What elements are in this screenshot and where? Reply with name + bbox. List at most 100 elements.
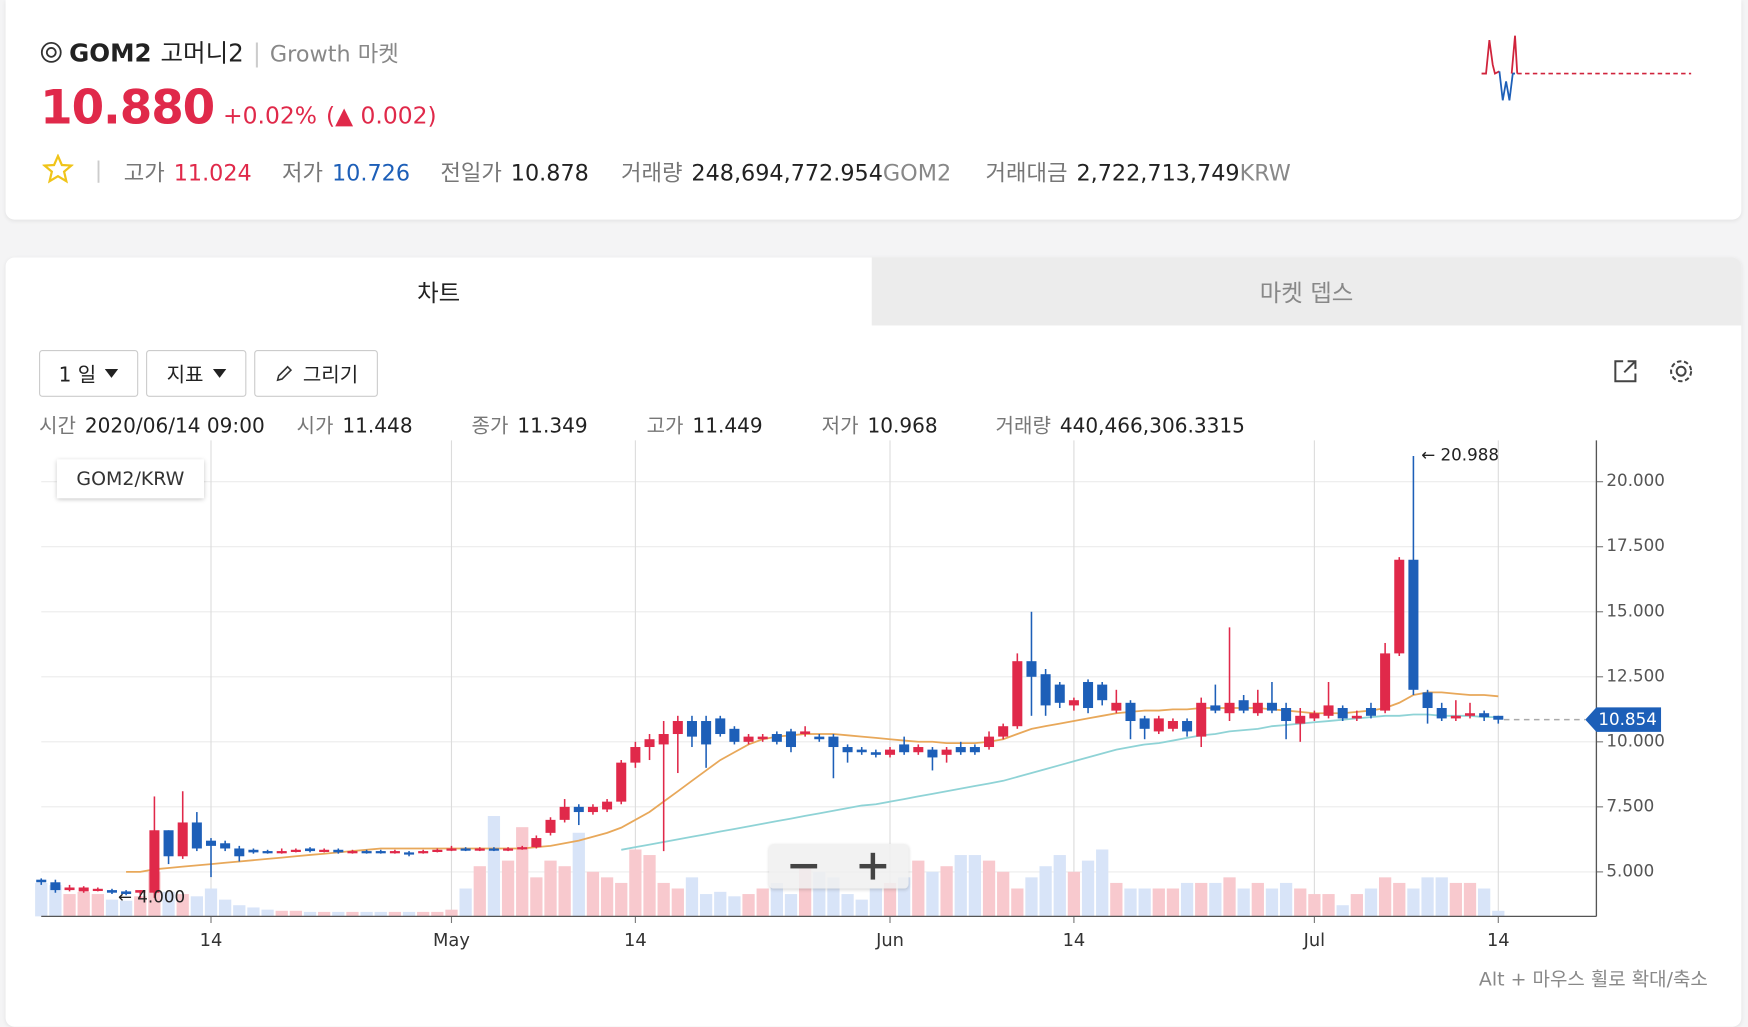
info-label: 고가 [646, 414, 684, 439]
price-tag-label: 10.854 [1598, 709, 1657, 729]
candle-body [333, 849, 344, 853]
stat: 전일가 10.878 [440, 155, 588, 187]
volume-bar [1478, 888, 1491, 917]
volume-bar [671, 888, 684, 917]
volume-bar [1166, 888, 1180, 917]
candle-body [913, 747, 924, 753]
volume-bar [63, 894, 76, 917]
volume-bar [332, 911, 345, 917]
volume-bar [1393, 882, 1406, 917]
candle-body [1068, 700, 1079, 706]
volume-bar [1110, 882, 1123, 917]
volume-bar [1025, 877, 1038, 917]
volume-bar [318, 911, 331, 917]
y-tick-label: 15.000 [1606, 600, 1665, 620]
volume-bar [459, 888, 472, 917]
candle-body [573, 806, 584, 813]
volume-bar [1463, 882, 1477, 917]
volume-bar [1294, 888, 1307, 917]
y-tick-label: 7.500 [1606, 795, 1654, 815]
volume-bar [204, 888, 218, 917]
candle-body [1464, 713, 1476, 716]
volume-bar [247, 907, 260, 917]
indicator-button[interactable]: 지표 [146, 350, 247, 397]
volume-bar [487, 816, 501, 917]
info-label: 종가 [471, 414, 509, 439]
candle-body [1097, 684, 1108, 701]
volume-bar [629, 849, 642, 917]
settings-icon[interactable] [1667, 357, 1696, 386]
volume-bar [770, 882, 783, 917]
candle-body [1026, 661, 1037, 677]
volume-bar [1279, 882, 1293, 917]
candle-body [729, 728, 740, 742]
dropdown-icon [105, 368, 119, 378]
candle-body [969, 747, 980, 753]
volume-bar [1407, 888, 1420, 917]
popout-icon[interactable] [1612, 358, 1639, 385]
volume-bar [134, 896, 147, 917]
candle-body [474, 848, 485, 851]
candle-body [177, 822, 188, 857]
info-value: 10.968 [867, 414, 938, 439]
candle-body [1224, 702, 1235, 714]
candle-body [1394, 559, 1405, 654]
sparkline [1481, 35, 1692, 101]
favorite-star[interactable] [42, 153, 74, 185]
volume-bar [530, 877, 543, 917]
candle-body [1153, 718, 1164, 732]
legend: GOM2/KRW [56, 459, 205, 499]
zoom-out[interactable] [769, 844, 838, 889]
candle-body [1479, 713, 1490, 718]
tab-active[interactable]: 차트 [417, 279, 461, 307]
volume-bar [49, 885, 62, 917]
y-tick-label: 17.500 [1606, 535, 1665, 555]
volume-bar [1492, 910, 1505, 917]
info-value: 2020/06/14 09:00 [84, 414, 265, 439]
candle-body [1422, 692, 1433, 709]
stat-label: 거래량 [620, 159, 683, 187]
volume-bar [417, 911, 430, 917]
volume-bar [501, 860, 515, 917]
candle-body [460, 848, 471, 851]
volume-bar [926, 871, 939, 917]
info: 고가 11.449 [647, 410, 763, 439]
volume-bar [728, 896, 741, 917]
info: 시간 2020/06/14 09:00 [39, 410, 265, 439]
price: 10.880 [40, 80, 215, 135]
volume-bar [1180, 882, 1194, 917]
candle-body [1493, 715, 1504, 720]
candle-body [658, 734, 669, 745]
info-label: 저가 [821, 414, 859, 439]
candle-body [1295, 715, 1306, 724]
market: Growth 마켓 [269, 40, 399, 67]
min-annotation: ← 4.000 [118, 886, 185, 906]
stat-unit: GOM2 [882, 159, 952, 187]
info-value: 440,466,306.3315 [1059, 414, 1245, 439]
tab[interactable]: 마켓 뎁스 [871, 257, 1742, 326]
zoom-in[interactable] [838, 844, 907, 889]
candle-body [1238, 700, 1249, 711]
candle-body [1012, 661, 1023, 727]
volume-bar [685, 877, 699, 917]
candle-body [644, 739, 655, 748]
volume-bar [261, 909, 274, 917]
info: 저가 10.968 [822, 410, 938, 439]
x-tick-label: Jul [1303, 930, 1326, 951]
draw-button[interactable]: 그리기 [254, 350, 378, 397]
candle-body [220, 843, 231, 849]
button-label: 1 일 [58, 363, 97, 387]
candle-body [1281, 708, 1292, 722]
volume-bar [572, 832, 585, 917]
volume-bar [1223, 877, 1236, 917]
candle-body [1266, 702, 1277, 711]
candle-body [205, 840, 217, 846]
candle-body [121, 891, 132, 894]
volume-bar [1265, 888, 1279, 917]
info-label: 거래량 [995, 414, 1051, 439]
candle-body [701, 721, 712, 745]
candle-body [559, 806, 570, 820]
interval-button[interactable]: 1 일 [39, 350, 139, 397]
volume-bar [35, 882, 48, 917]
